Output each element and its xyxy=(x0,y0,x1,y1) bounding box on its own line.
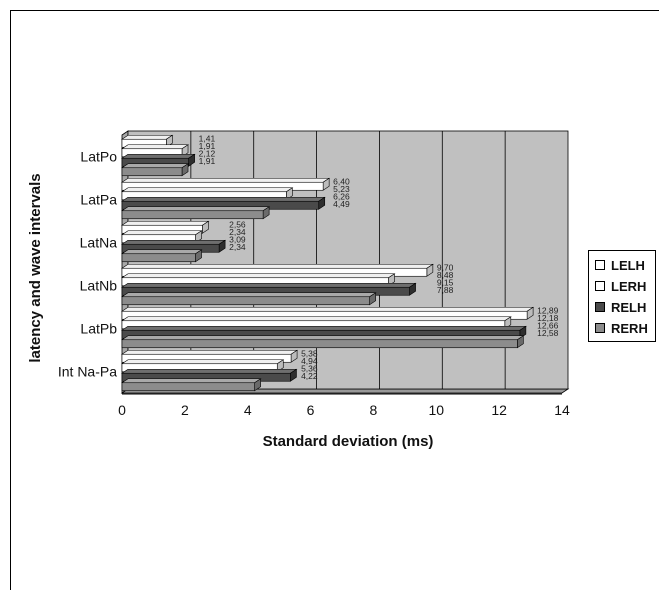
y-tick-label: Int Na-Pa xyxy=(58,364,117,380)
legend-item-lerh: LERH xyxy=(595,277,646,295)
legend-label-lerh: LERH xyxy=(611,278,647,294)
bar xyxy=(121,325,527,339)
bar xyxy=(121,359,285,373)
x-tick-label: 0 xyxy=(118,402,126,418)
bar xyxy=(121,249,203,263)
x-tick-label: 10 xyxy=(428,402,444,418)
bar xyxy=(121,177,331,191)
data-label: 9,15 xyxy=(437,277,454,287)
data-label: 6,40 xyxy=(333,176,350,186)
legend-item-relh: RELH xyxy=(595,298,646,316)
data-label: 1,41 xyxy=(199,133,216,143)
data-label: 2,34 xyxy=(229,227,246,237)
x-tick-label: 2 xyxy=(181,402,189,418)
data-label: 3,09 xyxy=(229,234,246,244)
legend: LELH LERH RELH RERH xyxy=(588,250,656,342)
data-label: 9,70 xyxy=(437,262,454,272)
legend-item-lelh: LELH xyxy=(595,256,645,274)
bar xyxy=(121,335,525,349)
bar xyxy=(121,306,535,320)
bar-chart: 1,411,912,121,916,405,236,264,492,562,34… xyxy=(27,130,570,450)
data-label: 12,18 xyxy=(537,313,559,323)
bar xyxy=(121,153,196,167)
legend-label-lelh: LELH xyxy=(611,257,645,273)
x-tick-label: 14 xyxy=(554,402,570,418)
bars xyxy=(121,134,535,392)
x-tick-label: 4 xyxy=(244,402,252,418)
x-tick-labels: 0 2 4 6 8 10 12 14 xyxy=(118,402,570,418)
data-label: 7,88 xyxy=(437,285,454,295)
bar xyxy=(121,368,298,382)
legend-swatch-rerh xyxy=(595,323,605,333)
data-label: 5,23 xyxy=(333,184,350,194)
data-label: 5,38 xyxy=(301,348,318,358)
x-tick-label: 8 xyxy=(370,402,378,418)
data-label: 2,34 xyxy=(229,242,246,252)
legend-swatch-lerh xyxy=(595,281,605,291)
bar xyxy=(121,196,326,210)
y-axis-label: latency and wave intervals xyxy=(27,173,44,362)
data-label: 1,91 xyxy=(199,156,216,166)
bar xyxy=(121,163,190,177)
y-tick-label: LatNa xyxy=(80,235,118,251)
data-label: 12,89 xyxy=(537,305,559,315)
bar xyxy=(121,263,434,277)
x-axis-label: Standard deviation (ms) xyxy=(263,433,434,450)
y-tick-label: LatPb xyxy=(80,321,117,337)
y-tick-labels: LatPo LatPa LatNa LatNb LatPb Int Na-Pa xyxy=(58,149,117,380)
bar xyxy=(121,378,262,392)
bar xyxy=(121,187,294,201)
x-tick-label: 12 xyxy=(491,402,507,418)
bar xyxy=(121,230,203,244)
legend-swatch-relh xyxy=(595,302,605,312)
data-label: 1,91 xyxy=(199,141,216,151)
data-label: 12,58 xyxy=(537,328,559,338)
data-label: 2,56 xyxy=(229,219,246,229)
legend-item-rerh: RERH xyxy=(595,319,648,337)
legend-swatch-lelh xyxy=(595,260,605,270)
y-tick-label: LatNb xyxy=(80,278,118,294)
legend-label-relh: RELH xyxy=(611,299,647,315)
data-label: 6,26 xyxy=(333,191,350,201)
bar xyxy=(121,292,377,306)
data-label: 2,12 xyxy=(199,148,216,158)
y-tick-label: LatPo xyxy=(80,149,117,165)
value-labels: 1,411,912,121,916,405,236,264,492,562,34… xyxy=(199,133,559,381)
data-label: 12,66 xyxy=(537,320,559,330)
bar xyxy=(121,206,271,220)
y-tick-label: LatPa xyxy=(80,192,117,208)
x-tick-label: 6 xyxy=(307,402,315,418)
figure-frame xyxy=(10,10,659,590)
data-label: 4,22 xyxy=(301,371,318,381)
bar xyxy=(121,239,227,253)
data-label: 4,49 xyxy=(333,199,350,209)
data-label: 5,36 xyxy=(301,363,318,373)
data-label: 4,94 xyxy=(301,356,318,366)
legend-label-rerh: RERH xyxy=(611,320,648,336)
bar xyxy=(121,273,396,287)
data-label: 8,48 xyxy=(437,270,454,280)
